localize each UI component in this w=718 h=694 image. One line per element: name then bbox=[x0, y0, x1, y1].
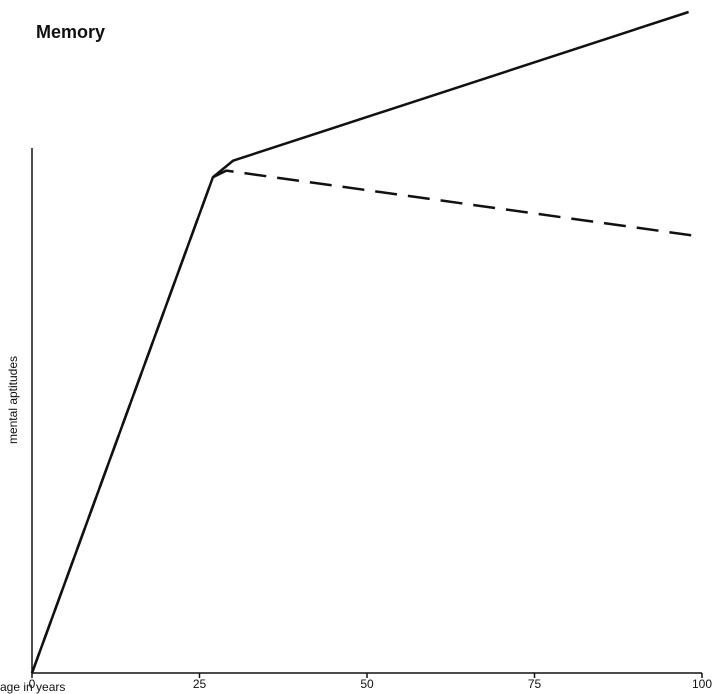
chart-title: Memory bbox=[36, 22, 105, 42]
x-tick-label: 75 bbox=[528, 677, 542, 691]
y-axis-label: mental aptitudes bbox=[6, 356, 20, 444]
x-tick-label: 25 bbox=[193, 677, 207, 691]
x-tick-label: 50 bbox=[360, 677, 374, 691]
x-axis-label: age in years bbox=[0, 680, 65, 694]
x-tick-label: 100 bbox=[692, 677, 712, 691]
line-series bbox=[30, 169, 703, 674]
line-series bbox=[30, 10, 689, 674]
x-tick-label: 0 bbox=[29, 677, 36, 691]
